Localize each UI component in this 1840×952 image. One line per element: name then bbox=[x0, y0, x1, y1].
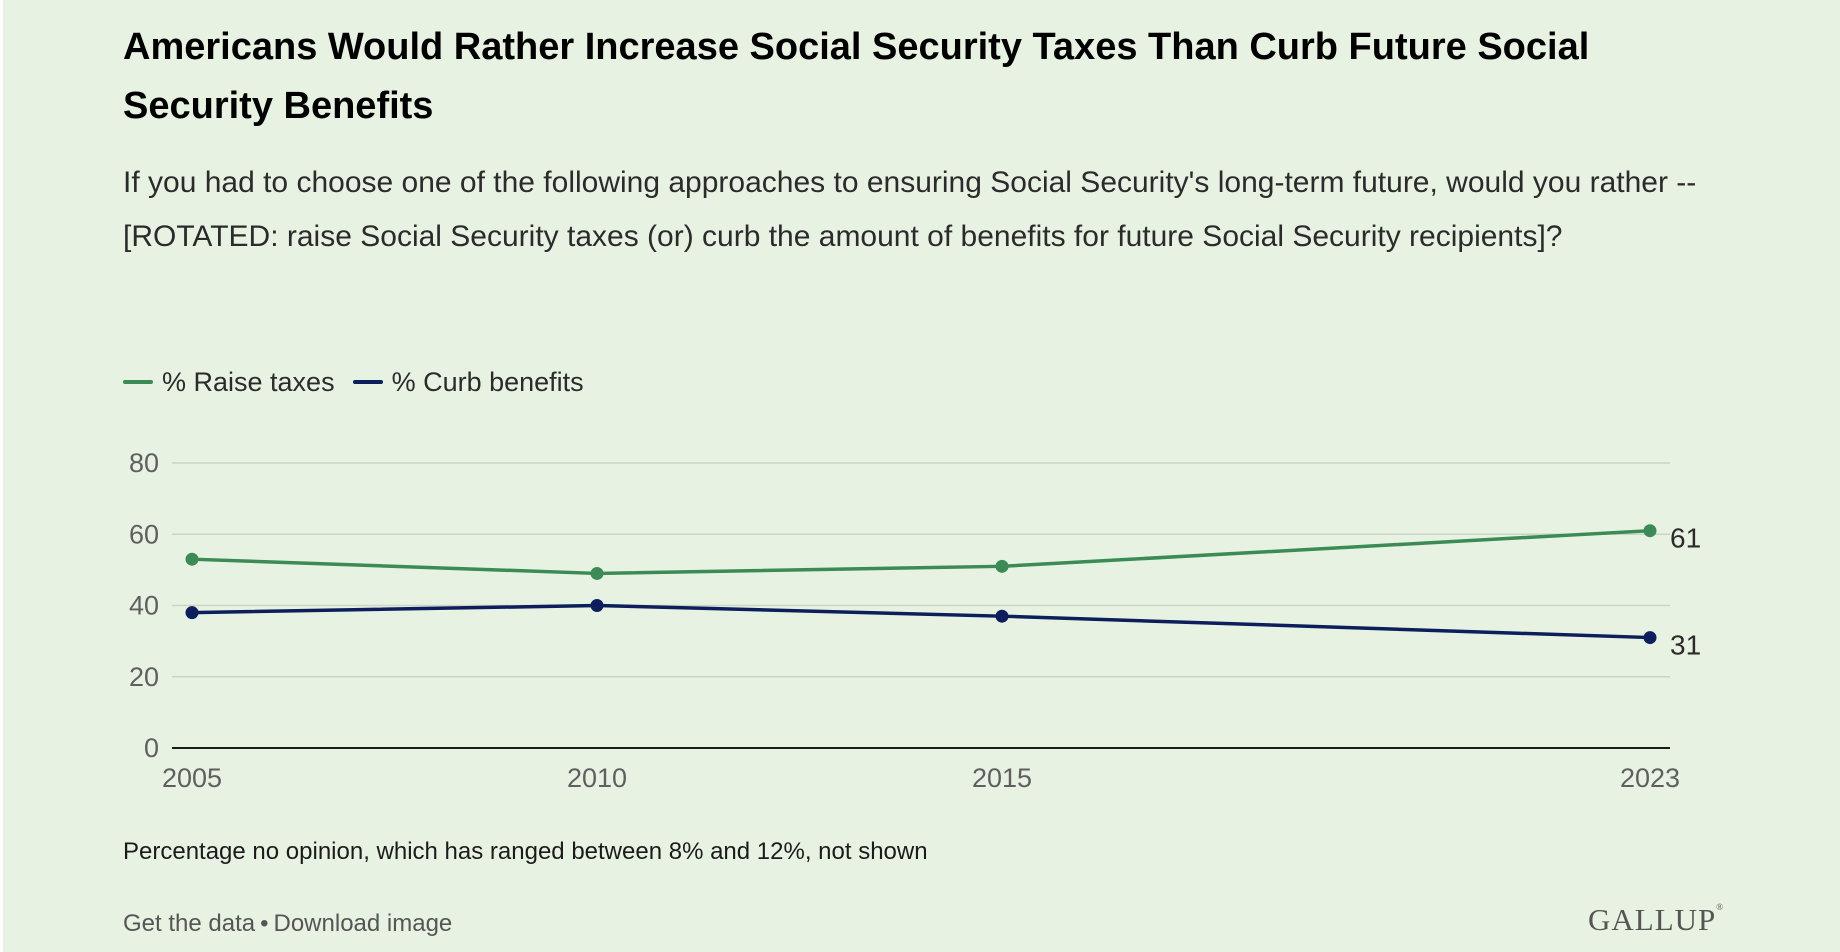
footer-separator: • bbox=[260, 910, 269, 937]
x-tick-label-2015: 2015 bbox=[972, 763, 1032, 793]
y-tick-label-20: 20 bbox=[129, 662, 159, 692]
data-point-curb-benefits-2015 bbox=[995, 609, 1009, 623]
get-data-link[interactable]: Get the data bbox=[123, 910, 256, 937]
legend-item-curb-benefits: % Curb benefits bbox=[352, 366, 584, 398]
legend-label-raise-taxes: % Raise taxes bbox=[162, 366, 335, 397]
series-line-curb-benefits bbox=[191, 603, 1651, 640]
chart-title: Americans Would Rather Increase Social S… bbox=[123, 26, 1590, 127]
legend: % Raise taxes % Curb benefits bbox=[123, 364, 602, 400]
legend-item-raise-taxes: % Raise taxes bbox=[123, 367, 335, 398]
data-point-curb-benefits-2010 bbox=[590, 599, 604, 612]
x-tick-label-2010: 2010 bbox=[567, 763, 627, 793]
grid-layer bbox=[172, 462, 1670, 749]
series-line-raise-taxes bbox=[191, 528, 1651, 576]
data-point-raise-taxes-2005 bbox=[185, 552, 199, 566]
footnote: Percentage no opinion, which has ranged … bbox=[123, 838, 928, 865]
data-point-raise-taxes-2010 bbox=[590, 566, 604, 580]
legend-swatch-raise-taxes bbox=[123, 380, 153, 384]
data-point-raise-taxes-2023 bbox=[1643, 524, 1657, 538]
y-tick-label-80: 80 bbox=[129, 448, 159, 478]
footer-links: Get the data • Download image bbox=[123, 910, 452, 938]
y-axis-ticks: 0 20 40 60 80 bbox=[129, 448, 159, 763]
y-tick-label-60: 60 bbox=[129, 519, 159, 549]
legend-swatch-curb-benefits bbox=[352, 380, 383, 384]
download-image-link[interactable]: Download image bbox=[273, 910, 453, 937]
data-point-curb-benefits-2005 bbox=[185, 606, 199, 620]
end-label-raise-taxes: 61 bbox=[1670, 523, 1701, 554]
gallup-logo-text: GALLUP bbox=[1588, 902, 1717, 937]
x-tick-label-2023: 2023 bbox=[1620, 763, 1680, 793]
x-axis-ticks: 2005 2010 2015 2023 bbox=[162, 763, 1680, 793]
data-point-curb-benefits-2023 bbox=[1643, 631, 1657, 645]
line-chart: 0 20 40 60 80 2005 2010 2015 2023 61 31 bbox=[129, 448, 1701, 793]
y-tick-label-40: 40 bbox=[129, 591, 159, 621]
chart-subtitle: If you had to choose one of the followin… bbox=[123, 166, 1697, 253]
y-tick-label-0: 0 bbox=[144, 733, 159, 763]
legend-label-curb-benefits: % Curb benefits bbox=[391, 366, 584, 397]
x-tick-label-2005: 2005 bbox=[162, 763, 222, 793]
end-label-curb-benefits: 31 bbox=[1670, 630, 1701, 661]
gallup-logo-mark: ® bbox=[1716, 902, 1725, 912]
gallup-logo: GALLUP® bbox=[1588, 902, 1724, 938]
series-layer: 61 31 bbox=[185, 523, 1701, 661]
left-border bbox=[0, 0, 3, 952]
data-point-raise-taxes-2015 bbox=[995, 559, 1009, 573]
